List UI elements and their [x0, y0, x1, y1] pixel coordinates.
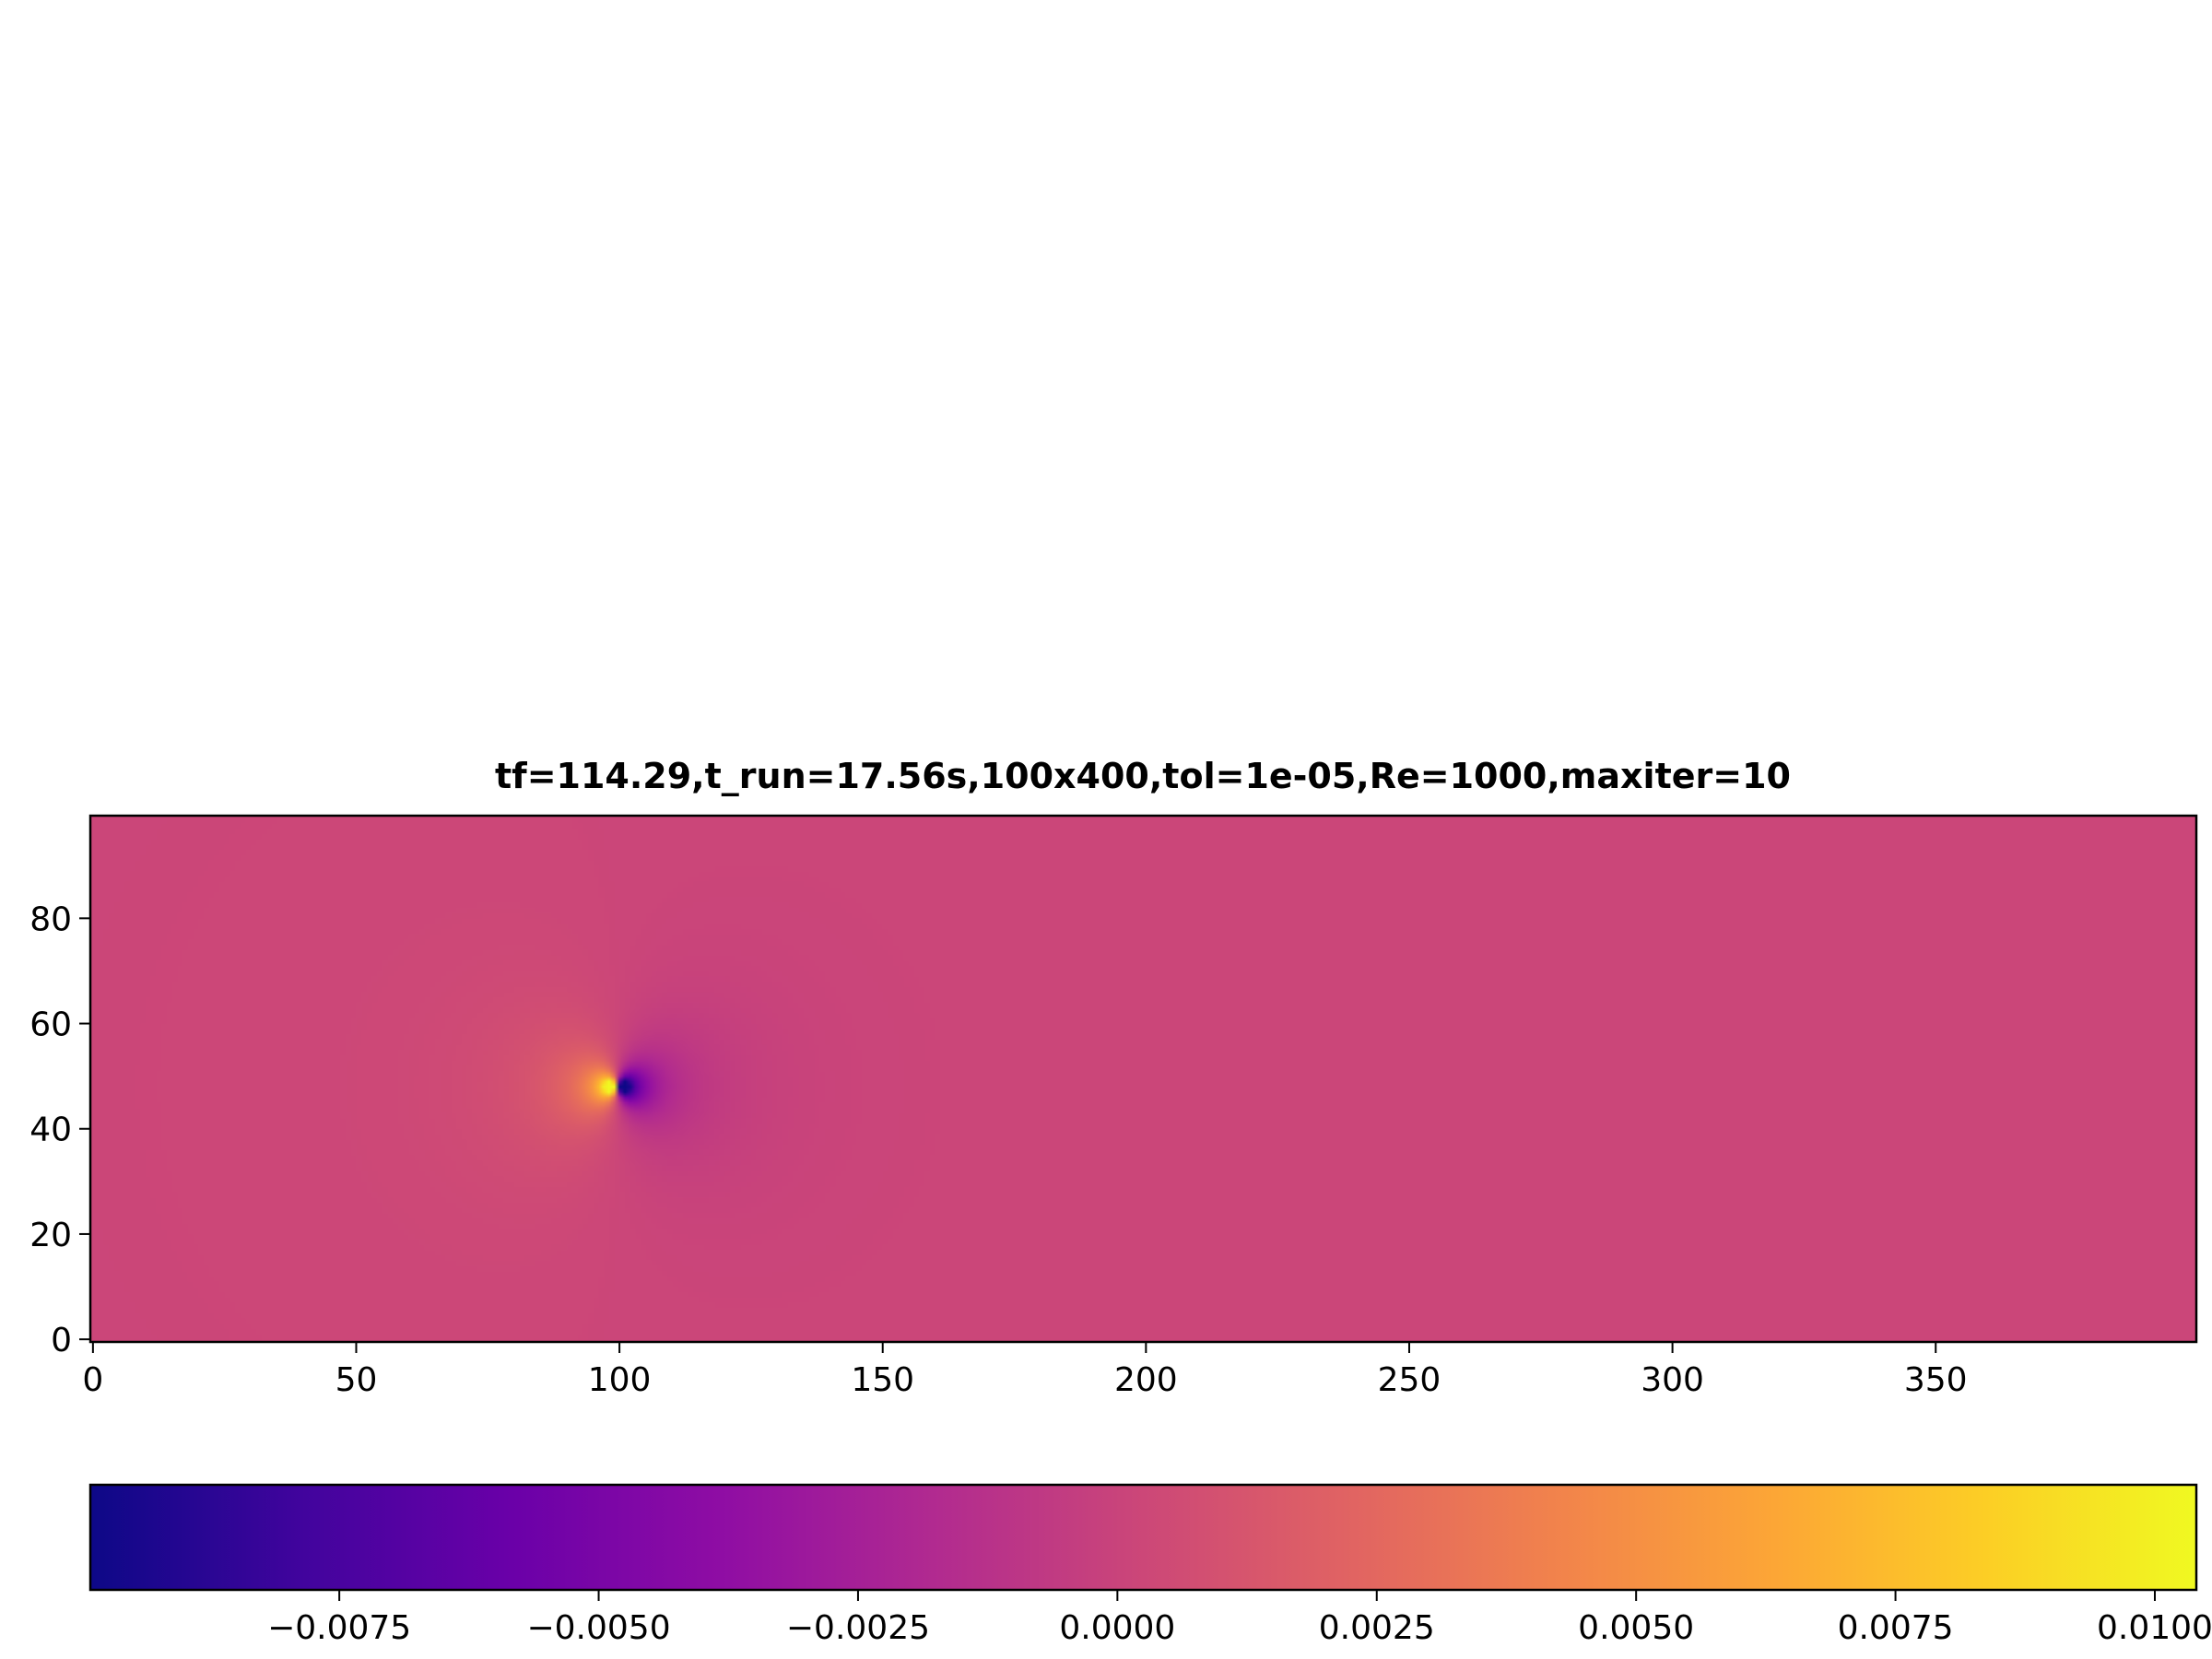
x-tick-label: 100 — [588, 1361, 652, 1399]
x-tick-label: 300 — [1641, 1361, 1704, 1399]
heatmap-image — [90, 816, 2196, 1342]
y-axis: 0 20 40 60 80 — [29, 900, 90, 1359]
colorbar-tick-label: 0.0000 — [1059, 1609, 1175, 1647]
y-tick-label: 0 — [51, 1322, 72, 1359]
y-tick-label: 60 — [29, 1006, 72, 1044]
colorbar-tick-label: −0.0075 — [267, 1609, 411, 1647]
colorbar-tick-label: 0.0075 — [1838, 1609, 1954, 1647]
colorbar — [88, 1483, 2198, 1592]
x-tick-label: 50 — [335, 1361, 378, 1399]
colorbar-tick-label: 0.0100 — [2097, 1609, 2212, 1647]
y-tick-label: 40 — [29, 1112, 72, 1149]
colorbar-axis: −0.0075 −0.0050 −0.0025 0.0000 0.0025 0.0050 0… — [267, 1590, 2212, 1647]
plot-frame — [88, 814, 2198, 1344]
y-tick-label: 20 — [29, 1217, 72, 1254]
colorbar-tick-label: −0.0025 — [786, 1609, 930, 1647]
x-tick-label: 200 — [1114, 1361, 1178, 1399]
chart-title: tf=114.29,t_run=17.56s,100x400,tol=1e-05… — [495, 756, 1791, 796]
colorbar-tick-label: 0.0050 — [1578, 1609, 1694, 1647]
x-tick-label: 150 — [851, 1361, 914, 1399]
x-tick-label: 0 — [82, 1361, 103, 1399]
x-tick-label: 350 — [1904, 1361, 1968, 1399]
y-tick-label: 80 — [29, 900, 72, 938]
colorbar-tick-label: 0.0025 — [1319, 1609, 1435, 1647]
colorbar-tick-label: −0.0050 — [526, 1609, 670, 1647]
x-axis: 0 50 100 150 200 250 300 350 — [82, 1342, 1968, 1399]
x-tick-label: 250 — [1378, 1361, 1441, 1399]
